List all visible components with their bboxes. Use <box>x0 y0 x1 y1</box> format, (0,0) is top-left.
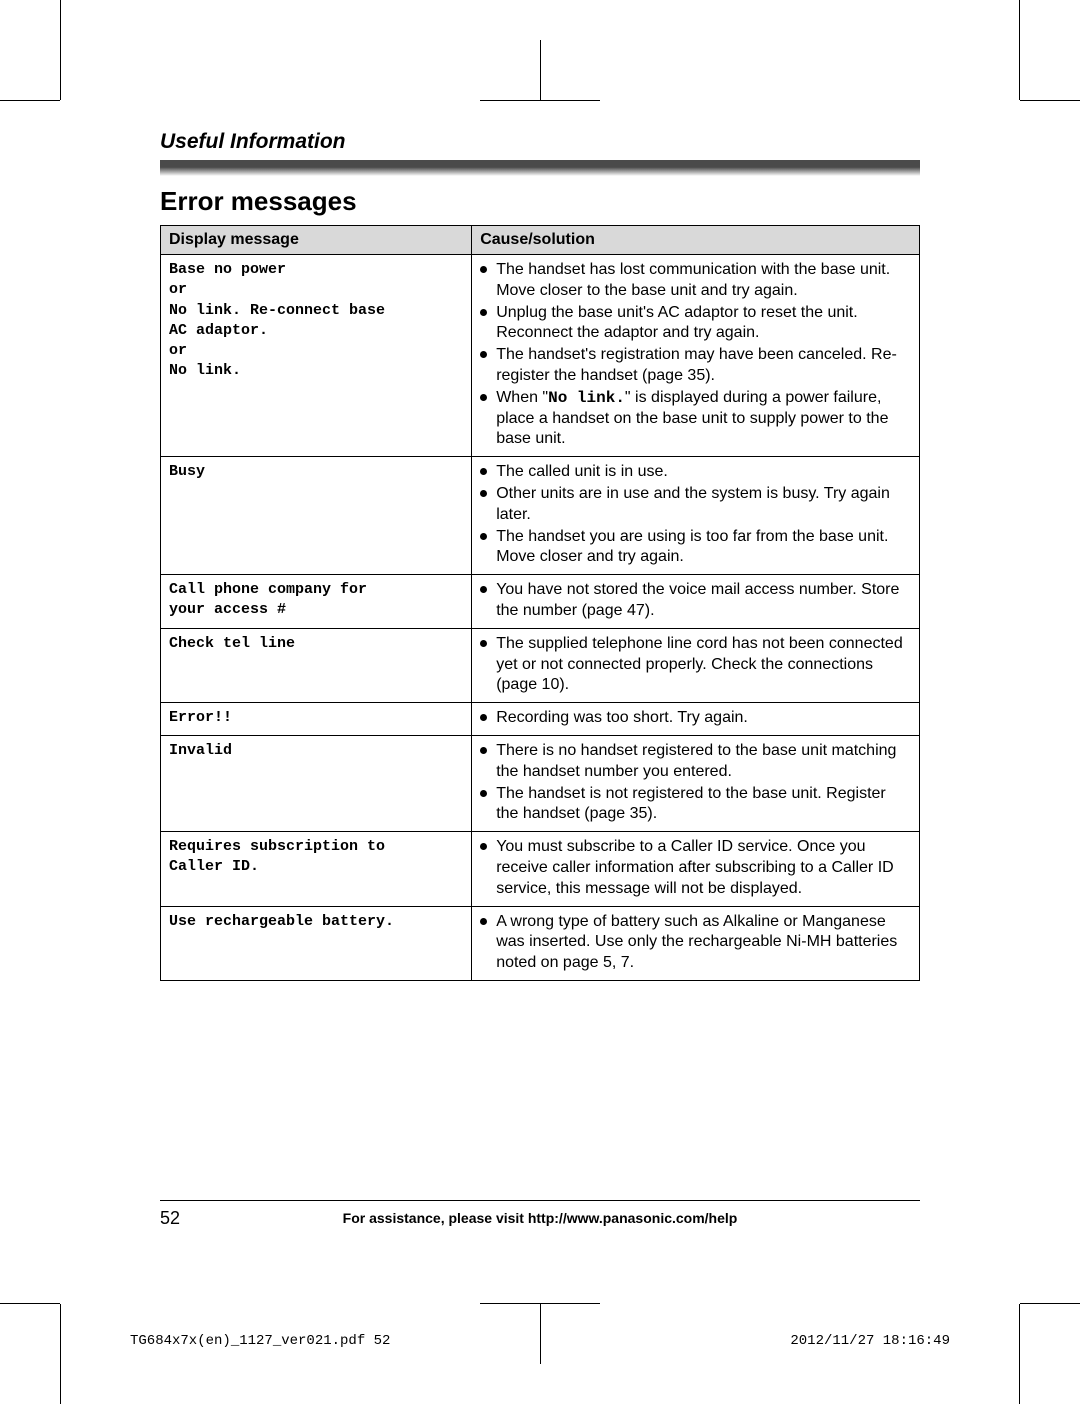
cause-list: You must subscribe to a Caller ID servic… <box>480 837 911 899</box>
cause-item: Unplug the base unit's AC adaptor to res… <box>480 303 911 345</box>
cause-solution-cell: The handset has lost communication with … <box>472 255 920 457</box>
error-messages-table: Display message Cause/solution Base no p… <box>160 225 920 981</box>
section-separator <box>160 160 920 176</box>
display-message-cell: Requires subscription toCaller ID. <box>161 832 472 906</box>
cause-item: The handset you are using is too far fro… <box>480 527 911 569</box>
cause-item: The called unit is in use. <box>480 462 911 483</box>
section-title: Useful Information <box>160 130 920 154</box>
page-content: Useful Information Error messages Displa… <box>160 130 920 981</box>
main-heading: Error messages <box>160 186 920 217</box>
display-message-cell: Call phone company foryour access # <box>161 575 472 629</box>
cause-item: You have not stored the voice mail acces… <box>480 580 911 622</box>
cause-item: Recording was too short. Try again. <box>480 708 911 729</box>
cause-solution-cell: There is no handset registered to the ba… <box>472 735 920 831</box>
display-message-text: Invalid <box>169 741 463 761</box>
cause-list: The supplied telephone line cord has not… <box>480 634 911 696</box>
display-message-text: Base no powerorNo link. Re-connect baseA… <box>169 260 463 382</box>
cause-item: A wrong type of battery such as Alkaline… <box>480 912 911 974</box>
table-row: Call phone company foryour access # You h… <box>161 575 920 629</box>
display-message-cell: Busy <box>161 457 472 575</box>
cause-list: You have not stored the voice mail acces… <box>480 580 911 622</box>
cause-list: The called unit is in use.Other units ar… <box>480 462 911 568</box>
table-row: Use rechargeable battery. A wrong type of… <box>161 906 920 980</box>
crop-mark <box>1019 1304 1020 1404</box>
display-message-cell: Base no powerorNo link. Re-connect baseA… <box>161 255 472 457</box>
cause-solution-cell: The called unit is in use.Other units ar… <box>472 457 920 575</box>
footer-assistance-text: For assistance, please visit http://www.… <box>0 1210 1080 1226</box>
crop-mark <box>480 100 600 101</box>
display-message-text: Error!! <box>169 708 463 728</box>
cause-solution-cell: You must subscribe to a Caller ID servic… <box>472 832 920 906</box>
footer-rule <box>160 1200 920 1201</box>
cause-item: You must subscribe to a Caller ID servic… <box>480 837 911 899</box>
cause-solution-cell: Recording was too short. Try again. <box>472 703 920 736</box>
crop-mark <box>1020 100 1080 101</box>
display-message-text: Call phone company foryour access # <box>169 580 463 621</box>
cause-list: A wrong type of battery such as Alkaline… <box>480 912 911 974</box>
cause-item: The handset's registration may have been… <box>480 345 911 387</box>
cause-item: The handset is not registered to the bas… <box>480 784 911 826</box>
cause-solution-cell: You have not stored the voice mail acces… <box>472 575 920 629</box>
cause-item: When "No link." is displayed during a po… <box>480 388 911 450</box>
crop-mark <box>0 100 60 101</box>
table-row: Busy The called unit is in use.Other unit… <box>161 457 920 575</box>
cause-solution-cell: A wrong type of battery such as Alkaline… <box>472 906 920 980</box>
display-message-cell: Use rechargeable battery. <box>161 906 472 980</box>
table-header-row: Display message Cause/solution <box>161 226 920 255</box>
print-meta-left: TG684x7x(en)_1127_ver021.pdf 52 <box>130 1333 390 1349</box>
table-row: Invalid There is no handset registered to… <box>161 735 920 831</box>
crop-mark <box>60 0 61 100</box>
display-message-text: Use rechargeable battery. <box>169 912 463 932</box>
table-row: Check tel line The supplied telephone lin… <box>161 628 920 702</box>
cause-item: The handset has lost communication with … <box>480 260 911 302</box>
display-message-text: Busy <box>169 462 463 482</box>
display-message-text: Requires subscription toCaller ID. <box>169 837 463 878</box>
cause-list: Recording was too short. Try again. <box>480 708 911 729</box>
display-message-cell: Invalid <box>161 735 472 831</box>
display-message-cell: Error!! <box>161 703 472 736</box>
header-display-message: Display message <box>161 226 472 255</box>
cause-list: There is no handset registered to the ba… <box>480 741 911 825</box>
header-cause-solution: Cause/solution <box>472 226 920 255</box>
crop-mark <box>60 1304 61 1404</box>
display-message-cell: Check tel line <box>161 628 472 702</box>
crop-mark <box>0 1303 60 1304</box>
table-row: Error!! Recording was too short. Try agai… <box>161 703 920 736</box>
inline-mono-text: No link. <box>548 389 625 407</box>
cause-item: Other units are in use and the system is… <box>480 484 911 526</box>
crop-mark <box>1019 0 1020 100</box>
print-metadata: TG684x7x(en)_1127_ver021.pdf 52 2012/11/… <box>130 1333 950 1349</box>
crop-mark <box>1020 1303 1080 1304</box>
print-meta-right: 2012/11/27 18:16:49 <box>790 1333 950 1349</box>
cause-list: The handset has lost communication with … <box>480 260 911 450</box>
crop-mark <box>540 40 541 100</box>
cause-item: The supplied telephone line cord has not… <box>480 634 911 696</box>
table-row: Base no powerorNo link. Re-connect baseA… <box>161 255 920 457</box>
cause-item: There is no handset registered to the ba… <box>480 741 911 783</box>
display-message-text: Check tel line <box>169 634 463 654</box>
table-row: Requires subscription toCaller ID. You mu… <box>161 832 920 906</box>
cause-solution-cell: The supplied telephone line cord has not… <box>472 628 920 702</box>
